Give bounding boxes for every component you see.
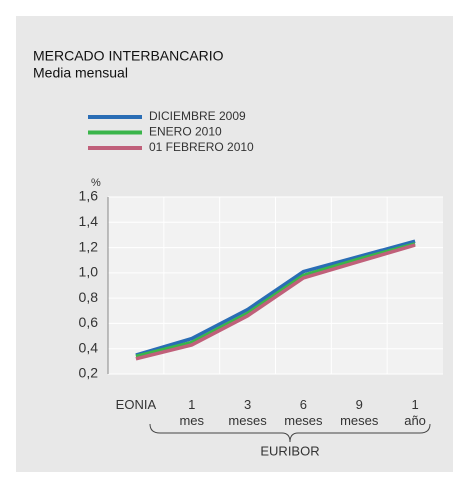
y-tick-label: 1,0 (79, 264, 99, 280)
y-tick-label: 1,6 (79, 188, 99, 204)
chart-subtitle: Media mensual (33, 65, 128, 81)
legend-label: 01 FEBRERO 2010 (149, 140, 254, 154)
y-tick-label: 0,8 (79, 289, 99, 305)
line (135, 239, 416, 357)
x-tick-label: EONIA (115, 397, 157, 412)
y-tick-label: 0,2 (79, 365, 99, 381)
x-tick-label: 9 meses (340, 397, 379, 428)
legend-label: ENERO 2010 (149, 125, 222, 139)
y-unit: % (91, 177, 101, 189)
group-label: EURIBOR (260, 443, 319, 458)
x-tick-label: 1 mes (179, 397, 205, 428)
chart-title: MERCADO INTERBANCARIO (33, 48, 224, 64)
x-tick-label: 6 meses (284, 397, 323, 428)
line (135, 243, 416, 361)
x-tick-label: 3 meses (228, 397, 267, 428)
y-tick-label: 0,4 (79, 339, 99, 355)
y-tick-label: 1,2 (79, 238, 99, 254)
y-tick-label: 1,4 (79, 213, 99, 229)
legend-label: DICIEMBRE 2009 (149, 109, 246, 123)
brace (149, 423, 431, 443)
line (135, 242, 416, 358)
y-tick-label: 0,6 (79, 314, 99, 330)
x-tick-label: 1 año (404, 397, 426, 428)
